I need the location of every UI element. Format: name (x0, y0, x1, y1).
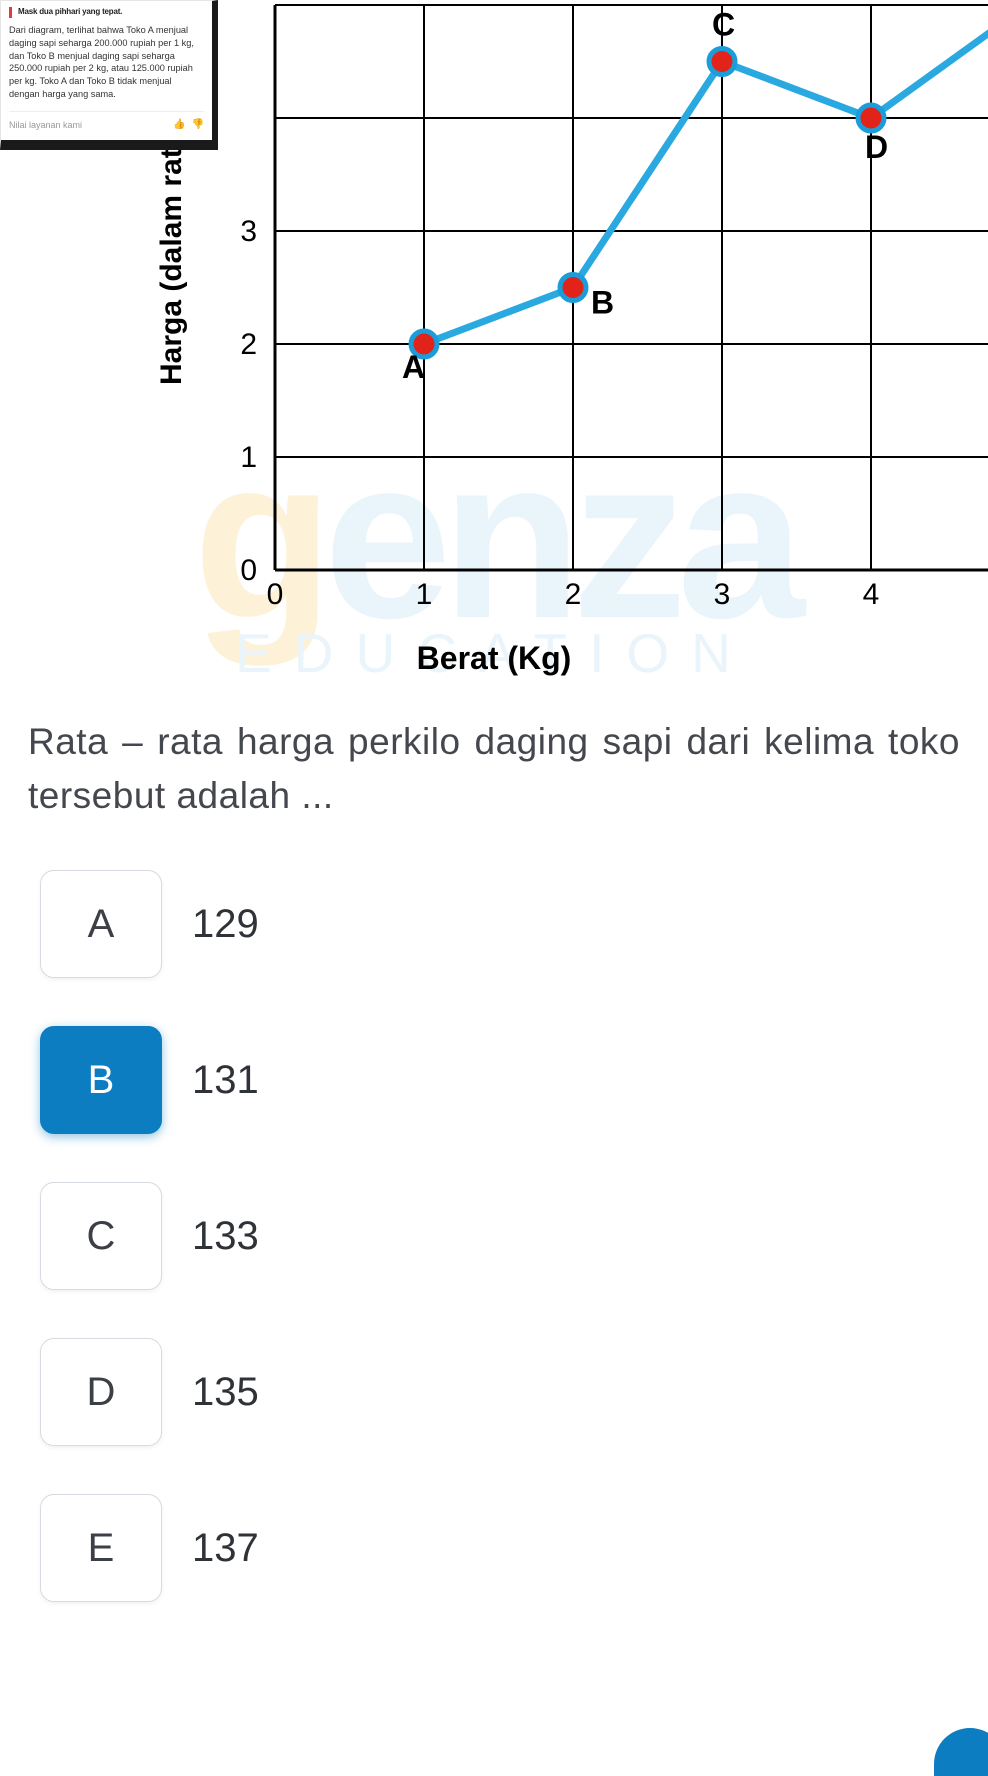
svg-text:3: 3 (714, 578, 731, 611)
option-a: A 129 (40, 870, 259, 978)
thumbs-up-icon[interactable]: 👍 (173, 118, 185, 132)
svg-text:0: 0 (267, 578, 284, 611)
svg-text:2: 2 (240, 328, 257, 361)
svg-text:4: 4 (863, 578, 880, 611)
answer-options: A 129 B 131 C 133 D 135 E 137 (40, 870, 259, 1602)
thumbs-down-icon[interactable]: 👎 (192, 118, 204, 132)
question-text: Rata – rata harga perkilo daging sapi da… (28, 715, 960, 822)
svg-text:D: D (865, 129, 888, 165)
option-button-b[interactable]: B (40, 1026, 162, 1134)
option-c: C 133 (40, 1182, 259, 1290)
svg-text:1: 1 (240, 441, 257, 474)
svg-text:C: C (712, 7, 735, 43)
svg-text:1: 1 (416, 578, 433, 611)
option-value-c: 133 (192, 1214, 259, 1259)
explanation-popup: Mask dua pihhari yang tepat. Dari diagra… (0, 0, 218, 150)
help-bubble[interactable] (934, 1728, 988, 1776)
svg-text:0: 0 (240, 554, 257, 587)
option-d: D 135 (40, 1338, 259, 1446)
popup-header: Mask dua pihhari yang tepat. (9, 7, 204, 18)
svg-text:A: A (402, 349, 425, 385)
popup-footer: Nilai layanan kami 👍 👎 (9, 111, 204, 140)
option-button-a[interactable]: A (40, 870, 162, 978)
option-value-a: 129 (192, 902, 259, 947)
chart-svg: 0123450123ABCDE (220, 0, 988, 615)
option-value-e: 137 (192, 1526, 259, 1571)
option-value-d: 135 (192, 1370, 259, 1415)
option-value-b: 131 (192, 1058, 259, 1103)
svg-text:3: 3 (240, 215, 257, 248)
option-button-d[interactable]: D (40, 1338, 162, 1446)
option-e: E 137 (40, 1494, 259, 1602)
popup-body: Dari diagram, terlihat bahwa Toko A menj… (9, 24, 204, 111)
svg-text:2: 2 (565, 578, 582, 611)
x-axis-label: Berat (Kg) (0, 640, 988, 677)
rating-label: Nilai layanan kami (9, 119, 82, 131)
option-button-c[interactable]: C (40, 1182, 162, 1290)
svg-text:B: B (591, 285, 614, 321)
option-button-e[interactable]: E (40, 1494, 162, 1602)
option-b: B 131 (40, 1026, 259, 1134)
